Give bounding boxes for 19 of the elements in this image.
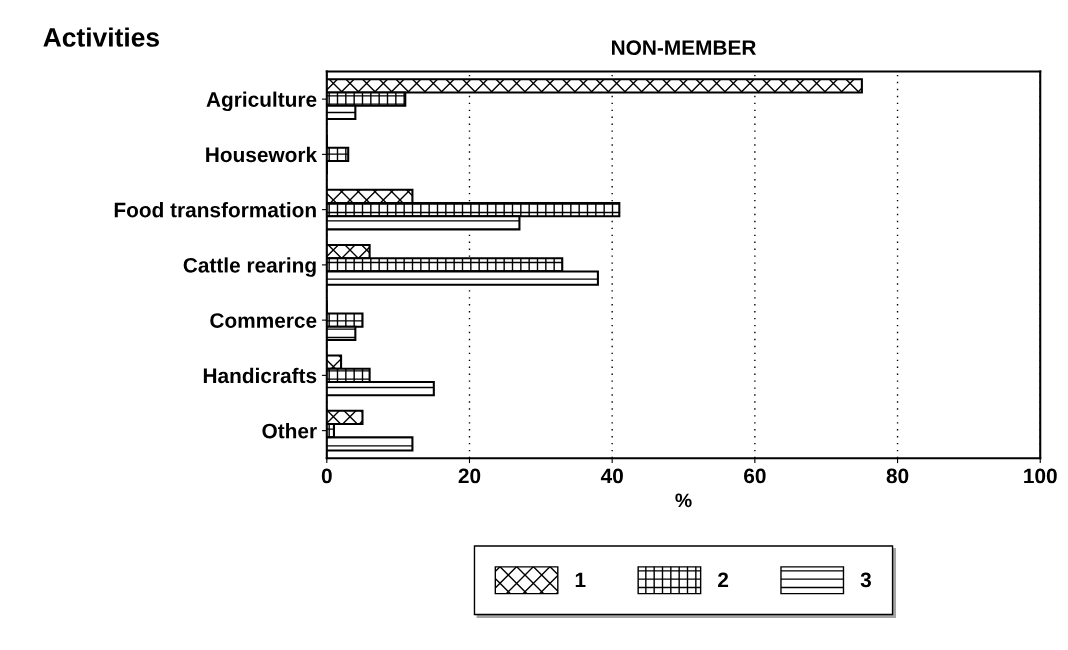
y-tick-label: Housework bbox=[206, 146, 318, 163]
y-tick-label: Cattle rearing bbox=[183, 257, 316, 277]
x-tick-label: 60 bbox=[744, 468, 766, 484]
x-tick-label: 100 bbox=[1024, 468, 1057, 484]
y-tick-label: Handicrafts bbox=[203, 367, 317, 384]
y-tick-label: Food transformation bbox=[114, 202, 316, 218]
y-tick-label: Agriculture bbox=[206, 91, 317, 112]
legend-label: 2 bbox=[718, 572, 729, 588]
y-axis-title: Activities bbox=[43, 27, 159, 47]
x-axis-title: % bbox=[675, 493, 692, 508]
y-tick-label: Commerce bbox=[210, 313, 317, 328]
legend-label: 3 bbox=[860, 572, 871, 588]
x-tick-label: 40 bbox=[600, 468, 623, 484]
legend-label: 1 bbox=[575, 572, 586, 588]
x-tick-label: 80 bbox=[886, 468, 909, 484]
chart-title: NON-MEMBER bbox=[612, 40, 757, 56]
x-tick-label: 0 bbox=[321, 468, 332, 484]
y-tick-label: Other bbox=[262, 423, 317, 439]
x-tick-label: 20 bbox=[458, 468, 481, 484]
